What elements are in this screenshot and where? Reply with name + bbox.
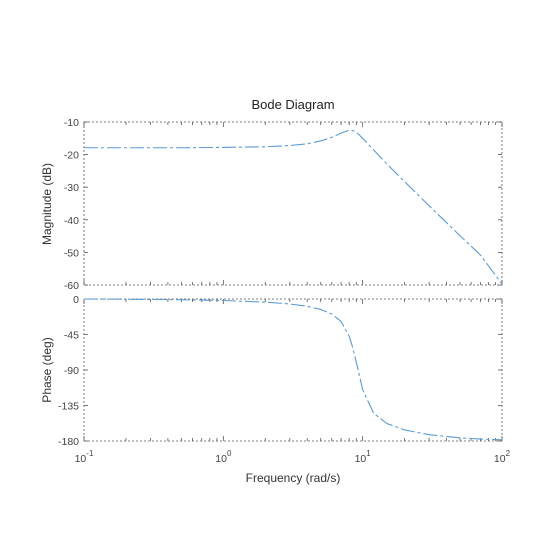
- x-tick-label: 102: [494, 449, 511, 465]
- phase-curve: [83, 298, 503, 441]
- phase-y-tick-label: -180: [58, 436, 79, 448]
- magnitude-y-tick-label: -60: [64, 280, 79, 292]
- magnitude-y-tick-label: -10: [64, 117, 79, 129]
- magnitude-y-tick-label: -20: [64, 150, 79, 162]
- phase-plot-frame: [83, 298, 503, 442]
- magnitude-plot-frame: [83, 121, 503, 286]
- magnitude-axis-label: Magnitude (dB): [40, 163, 54, 245]
- phase-axis-label: Phase (deg): [40, 337, 54, 402]
- magnitude-curve: [84, 129, 503, 285]
- phase-y-tick-label: -135: [58, 401, 79, 413]
- magnitude-y-tick-label: -50: [64, 247, 79, 259]
- chart-title: Bode Diagram: [251, 97, 334, 112]
- x-tick-label: 10-1: [75, 449, 94, 465]
- frequency-axis-label: Frequency (rad/s): [246, 471, 341, 485]
- magnitude-y-tick-label: -30: [64, 182, 79, 194]
- x-tick-label: 101: [355, 449, 372, 465]
- phase-y-tick-label: -90: [64, 365, 79, 377]
- x-tick-label: 100: [215, 449, 232, 465]
- magnitude-y-tick-label: -40: [64, 215, 79, 227]
- phase-y-tick-label: 0: [73, 294, 79, 306]
- phase-y-tick-label: -45: [64, 330, 79, 342]
